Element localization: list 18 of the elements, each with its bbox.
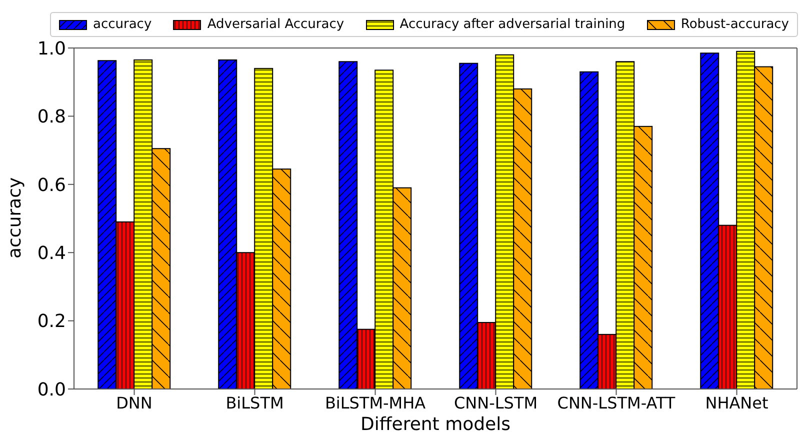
y-tick-label: 0.4 [37, 242, 66, 264]
x-tick-label: CNN-LSTM-ATT [557, 393, 676, 412]
y-tick-label: 0.2 [37, 311, 66, 332]
x-tick-label: CNN-LSTM [454, 393, 538, 412]
x-tick-label: BiLSTM [226, 393, 284, 412]
y-axis-title: accuracy [4, 176, 26, 258]
legend-label: Adversarial Accuracy [207, 17, 344, 32]
legend-label: Accuracy after adversarial training [400, 17, 626, 32]
x-tick-label: BiLSTM-MHA [324, 393, 426, 412]
x-axis-title: Different models [360, 414, 511, 435]
x-tick-label: NHANet [705, 393, 768, 412]
legend-label: accuracy [93, 17, 152, 32]
y-tick-label: 0.0 [37, 379, 66, 400]
legend-label: Robust-accuracy [680, 17, 789, 32]
y-tick-label: 1.0 [37, 38, 66, 60]
y-tick-label: 0.8 [37, 106, 66, 128]
y-tick-label: 0.6 [37, 174, 66, 196]
x-tick-label: DNN [116, 393, 152, 412]
